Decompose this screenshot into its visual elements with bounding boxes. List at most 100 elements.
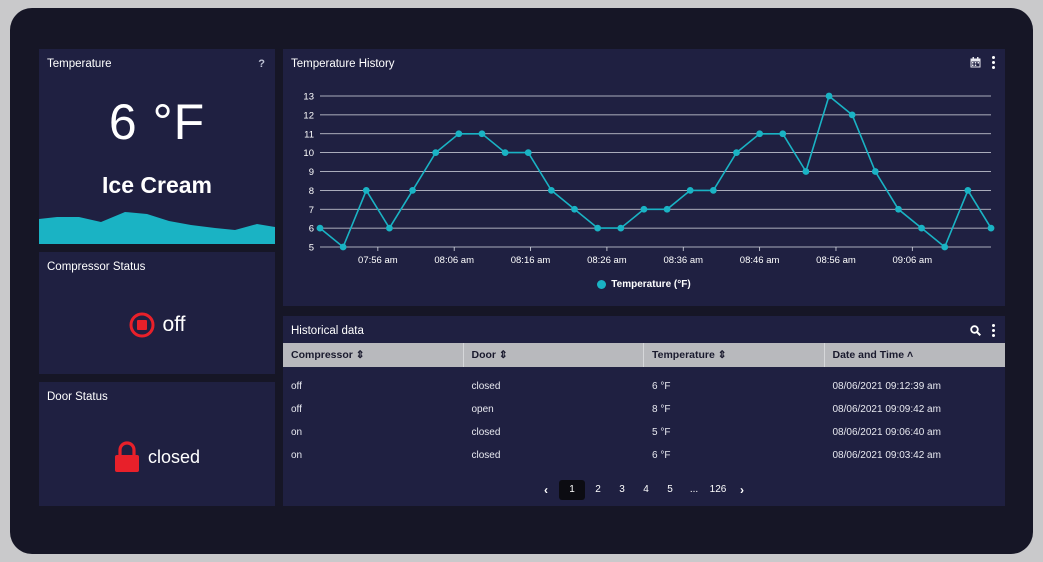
x-tick-label: 08:26 am [587, 255, 627, 266]
chart-legend[interactable]: Temperature (°F) [283, 279, 1005, 290]
x-tick-label: 08:06 am [434, 255, 474, 266]
temperature-card: Temperature ? 6 °F Ice Cream [39, 49, 275, 244]
data-point[interactable] [964, 186, 972, 194]
x-tick-label: 08:56 am [816, 255, 856, 266]
search-icon[interactable] [970, 325, 981, 336]
data-point[interactable] [663, 205, 671, 213]
table-more-vert-icon[interactable] [991, 324, 995, 337]
stop-circle-icon [129, 312, 155, 338]
data-point[interactable] [756, 130, 764, 138]
cell-date-time: 08/06/2021 09:09:42 am [832, 404, 941, 415]
compressor-status-card: Compressor Status off [39, 252, 275, 374]
cell-door: closed [471, 427, 501, 438]
data-point[interactable] [386, 224, 393, 232]
y-tick-label: 12 [303, 110, 314, 121]
data-point[interactable] [571, 205, 578, 213]
pagination-prev-button[interactable]: ‹ [544, 483, 548, 497]
data-point[interactable] [733, 149, 740, 157]
data-point[interactable] [594, 224, 602, 232]
pagination-page-5[interactable]: 5 [667, 484, 673, 495]
cell-temperature: 6 °F [652, 381, 671, 392]
cell-date-time: 08/06/2021 09:03:42 am [832, 450, 941, 461]
data-point[interactable] [941, 243, 949, 251]
cell-temperature: 5 °F [652, 427, 671, 438]
data-point[interactable] [987, 224, 995, 232]
pagination-page-4[interactable]: 4 [643, 484, 649, 495]
table-row: off open 8 °F 08/06/2021 09:09:42 am [283, 398, 1005, 421]
pagination-page-2[interactable]: 2 [595, 484, 601, 495]
pagination-page-126[interactable]: 126 [709, 484, 727, 495]
x-tick-label: 08:46 am [740, 255, 780, 266]
data-point[interactable] [362, 186, 370, 194]
data-point[interactable] [848, 111, 856, 119]
door-status-text: closed [147, 446, 201, 467]
cell-date-time: 08/06/2021 09:06:40 am [832, 427, 941, 438]
legend-label: Temperature (°F) [611, 279, 691, 290]
data-point[interactable] [640, 205, 648, 213]
data-point[interactable] [501, 149, 509, 157]
data-point[interactable] [432, 149, 440, 157]
data-point[interactable] [709, 186, 717, 194]
chart-more-vert-icon[interactable] [991, 56, 995, 69]
cell-door: closed [471, 381, 501, 392]
x-tick-label: 08:16 am [511, 255, 551, 266]
data-point[interactable] [802, 168, 810, 175]
y-tick-label: 9 [309, 167, 314, 178]
y-tick-label: 10 [303, 148, 314, 159]
table-row: on closed 5 °F 08/06/2021 09:06:40 am [283, 421, 1005, 444]
cell-compressor: on [291, 427, 303, 438]
pagination-next-button[interactable]: › [740, 483, 744, 497]
data-point[interactable] [617, 224, 625, 232]
column-header-compressor[interactable]: Compressor ⇕ [283, 343, 464, 367]
data-point[interactable] [547, 186, 555, 194]
cell-temperature: 8 °F [652, 404, 671, 415]
column-header-temperature[interactable]: Temperature ⇕ [644, 343, 825, 367]
pagination-page-3[interactable]: 3 [619, 484, 625, 495]
y-tick-label: 7 [309, 205, 314, 216]
calendar-icon[interactable] [970, 57, 981, 68]
data-point[interactable] [918, 224, 925, 232]
current-temperature-value: 6 °F [108, 94, 206, 150]
table-header-row: Compressor ⇕ Door ⇕ Temperature ⇕ Date a… [283, 343, 1005, 367]
compressor-card-title: Compressor Status [47, 261, 146, 273]
cell-temperature: 6 °F [652, 450, 671, 461]
door-card-title: Door Status [47, 391, 108, 403]
table-row: on closed 6 °F 08/06/2021 09:03:42 am [283, 444, 1005, 467]
data-point[interactable] [455, 130, 463, 138]
cell-compressor: off [291, 404, 302, 415]
data-point[interactable] [409, 186, 416, 194]
table-row: off closed 6 °F 08/06/2021 09:12:39 am [283, 375, 1005, 398]
data-point[interactable] [825, 92, 833, 100]
cell-compressor: off [291, 381, 302, 392]
cell-door: closed [471, 450, 501, 461]
x-tick-label: 07:56 am [358, 255, 398, 266]
column-header-door[interactable]: Door ⇕ [464, 343, 644, 367]
column-header-date-time[interactable]: Date and Time ˄ [832, 349, 914, 361]
cell-date-time: 08/06/2021 09:12:39 am [832, 381, 941, 392]
temperature-history-card: 5 6 7 8 9 10 11 12 13 07:56 am 08:06 am 08:16 am 08:… [283, 49, 1005, 306]
y-tick-label: 8 [309, 186, 314, 197]
lock-icon [114, 441, 139, 472]
series-line [319, 94, 992, 249]
legend-marker [597, 280, 607, 289]
y-tick-label: 13 [303, 92, 314, 103]
help-icon[interactable]: ? [258, 58, 265, 70]
data-point[interactable] [686, 186, 694, 194]
cell-door: open [471, 404, 494, 415]
table-header-icons [970, 324, 995, 337]
temperature-history-chart: 5 6 7 8 9 10 11 12 13 07:56 am 08:06 am 08:16 am 08:… [303, 92, 995, 266]
x-tick-label: 09:06 am [893, 255, 933, 266]
pagination: ‹ 1 2 3 4 5 ... 126 › [283, 480, 1005, 500]
data-point[interactable] [524, 149, 532, 157]
data-point[interactable] [478, 130, 486, 138]
data-point[interactable] [316, 224, 324, 232]
compressor-status-text: off [162, 313, 186, 336]
y-tick-label: 6 [309, 224, 314, 235]
data-point[interactable] [895, 205, 902, 213]
y-tick-label: 11 [304, 129, 314, 140]
temperature-sparkline [39, 212, 275, 244]
data-point[interactable] [779, 130, 787, 138]
pagination-page-1[interactable]: 1 [559, 480, 585, 500]
data-point[interactable] [871, 168, 879, 175]
data-point[interactable] [339, 243, 347, 251]
